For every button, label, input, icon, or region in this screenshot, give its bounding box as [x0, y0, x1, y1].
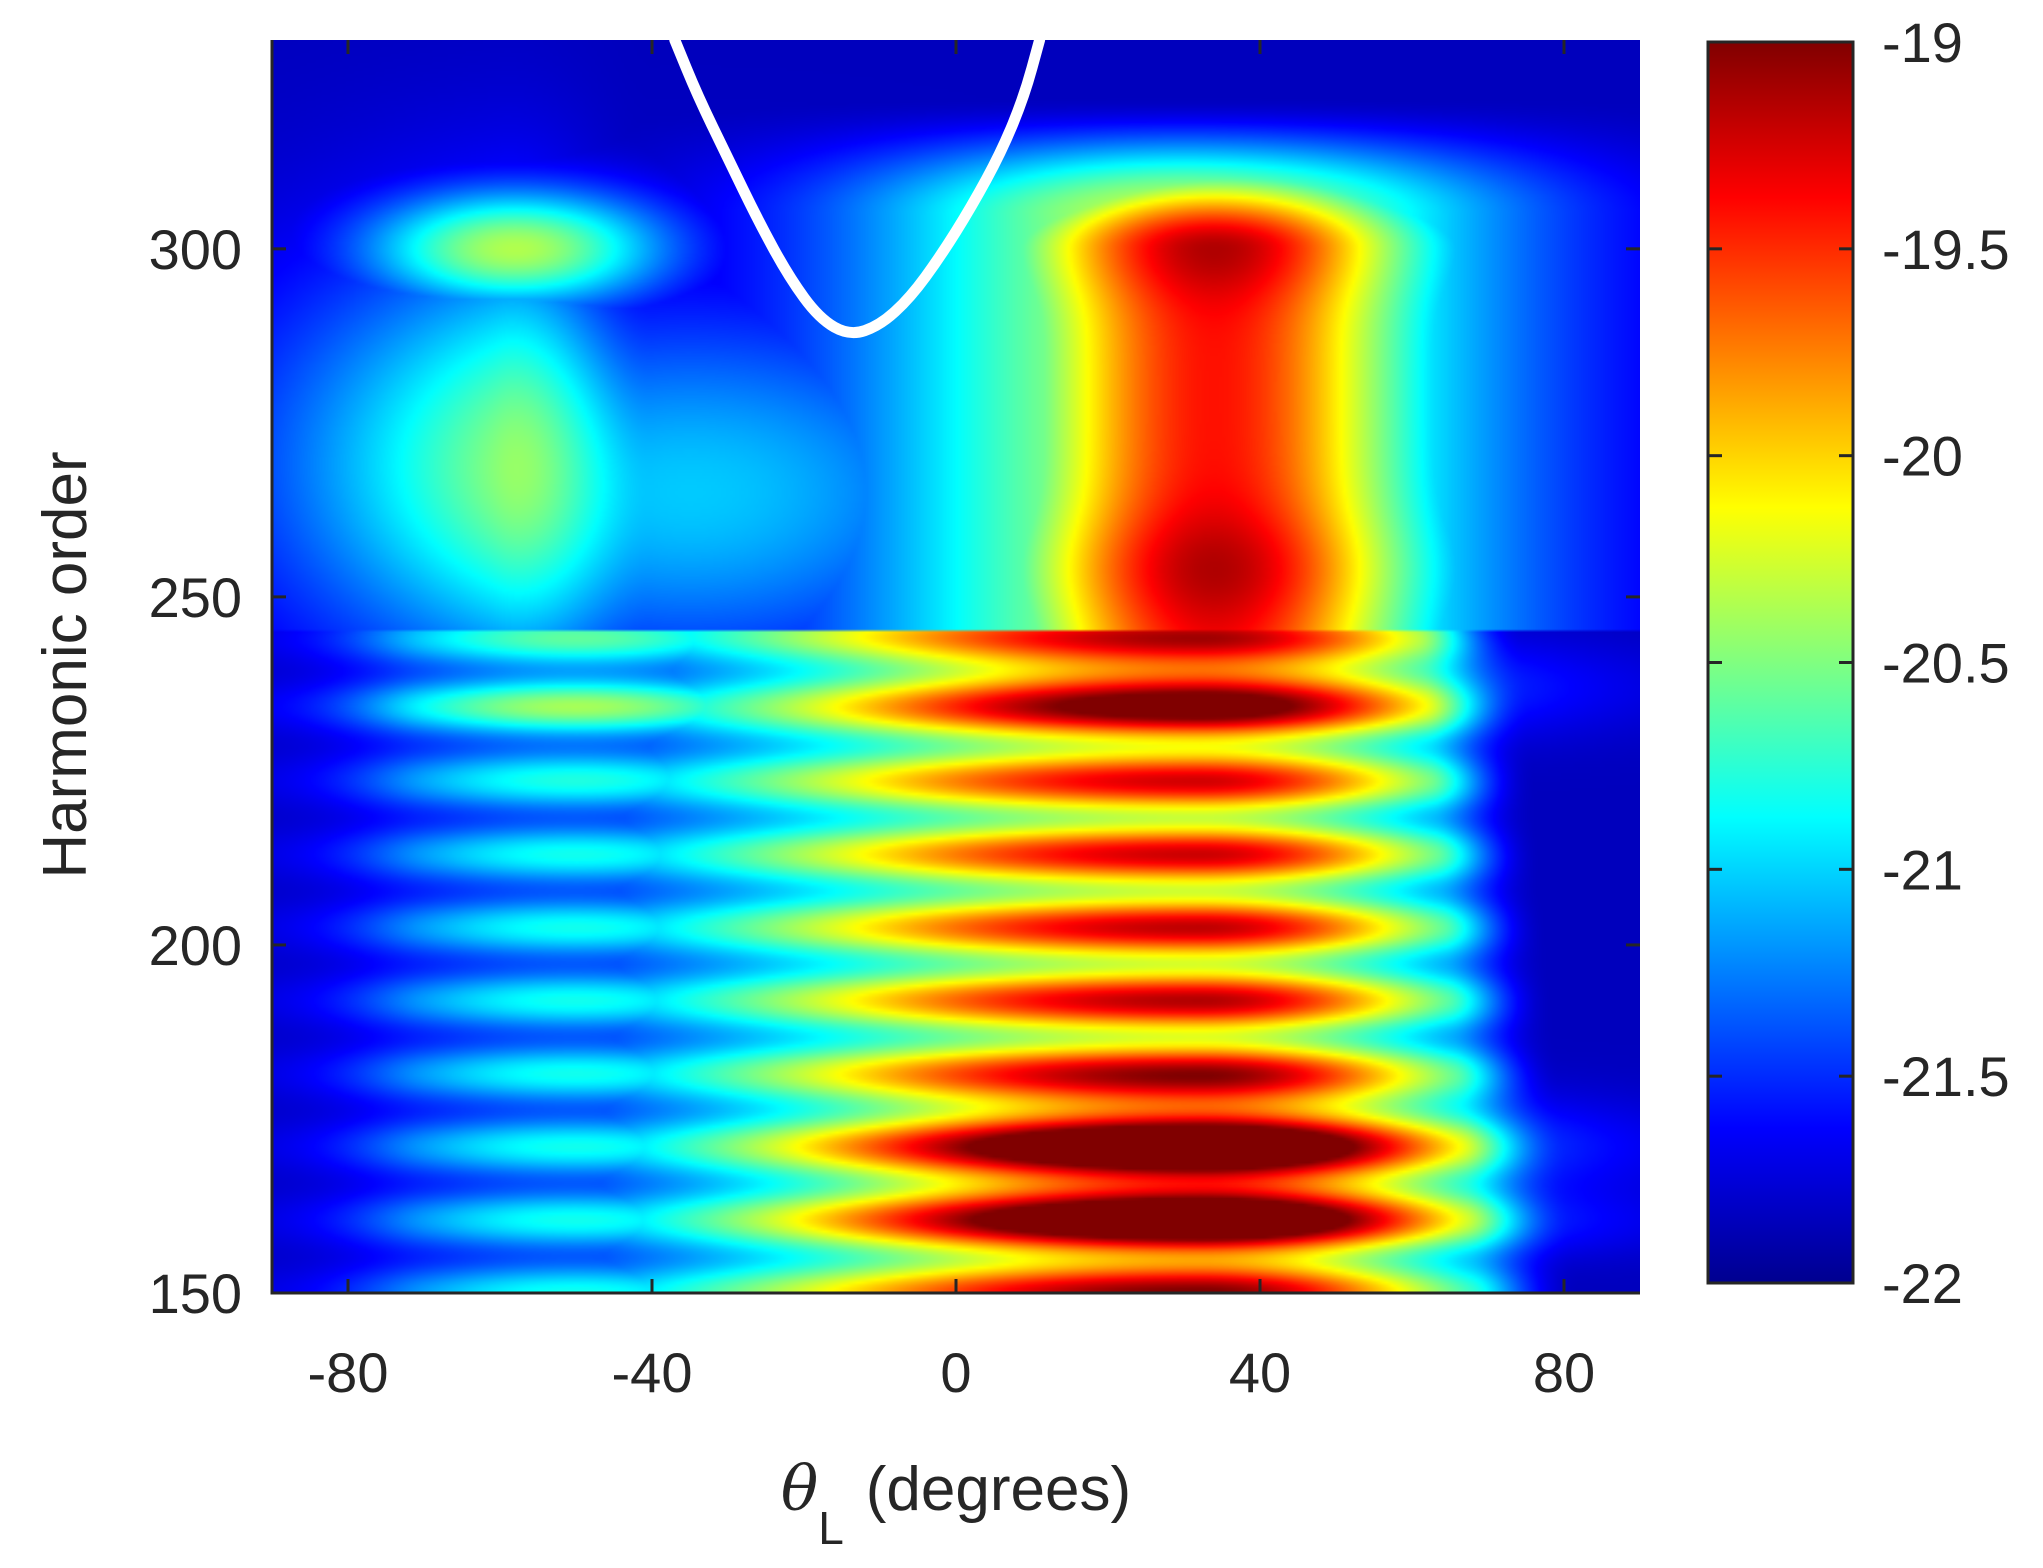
colorbar-tick-label: -19.5: [1882, 218, 2010, 281]
colorbar-tick-label: -19: [1882, 11, 1963, 74]
y-tick-label: 300: [149, 218, 242, 281]
x-tick-label: -80: [308, 1341, 389, 1404]
x-axis: -80 -40 0 40 80: [308, 40, 1595, 1404]
colorbar-tick-label: -21.5: [1882, 1045, 2010, 1108]
colorbar-tick-label: -22: [1882, 1252, 1963, 1315]
y-tick-label: 200: [149, 914, 242, 977]
colorbar-ticks: -22 -21.5 -21 -20.5 -20 -19.5 -19: [1708, 11, 2010, 1315]
colorbar-tick-label: -21: [1882, 838, 1963, 901]
colorbar-gradient: [1708, 42, 1853, 1283]
overlay-curve: [669, 40, 1046, 339]
colorbar-tick-label: -20.5: [1882, 632, 2010, 695]
x-axis-label-symbol: θ: [781, 1452, 818, 1525]
y-axis-label: Harmonic order: [31, 451, 100, 878]
heatmap-image: [272, 40, 1640, 1293]
colorbar-tick-label: -20: [1882, 425, 1963, 488]
y-axis: 150 200 250 300: [149, 218, 1640, 1325]
plot-area: [270, 40, 1640, 1295]
x-tick-label: -40: [612, 1341, 693, 1404]
y-tick-label: 250: [149, 566, 242, 629]
x-axis-label: θL (degrees): [781, 1452, 1131, 1554]
y-tick-label: 150: [149, 1262, 242, 1325]
x-axis-label-text: (degrees): [866, 1455, 1131, 1524]
colorbar: -22 -21.5 -21 -20.5 -20 -19.5 -19: [1706, 11, 2010, 1315]
x-tick-label: 0: [940, 1341, 971, 1404]
x-axis-label-subscript: L: [818, 1502, 844, 1554]
x-tick-label: 40: [1229, 1341, 1291, 1404]
x-tick-label: 80: [1533, 1341, 1595, 1404]
